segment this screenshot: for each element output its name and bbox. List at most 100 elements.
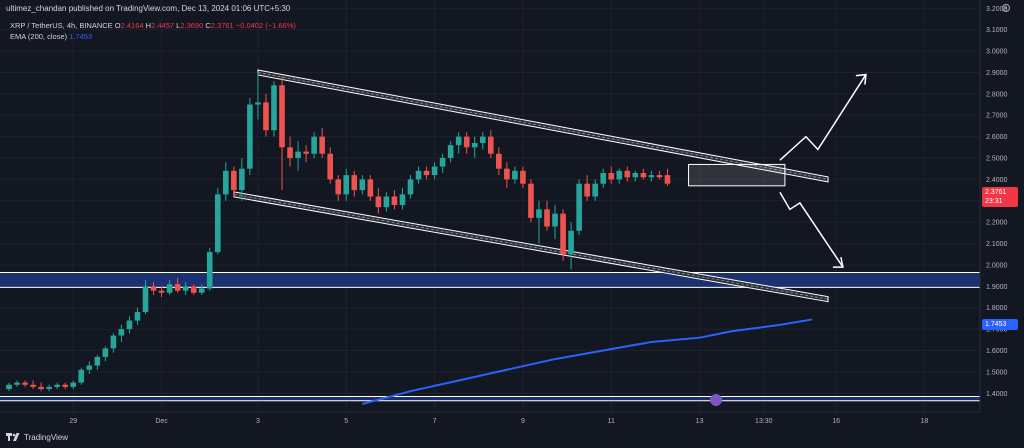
candle-body <box>471 143 478 148</box>
bearish-arrow-path <box>779 191 844 268</box>
candle-body <box>415 170 422 180</box>
tradingview-logo[interactable]: TradingView <box>6 432 68 442</box>
candle-body <box>319 136 325 154</box>
ema-200-line <box>362 318 813 405</box>
candle-body <box>94 356 101 366</box>
candle-body <box>536 209 542 218</box>
candle-body <box>158 290 165 293</box>
candle-body <box>287 147 293 159</box>
candle-body <box>431 166 438 176</box>
candle-body <box>150 286 157 291</box>
price-tick-label: 1.5000 <box>986 369 1008 376</box>
time-tick-label: 29 <box>69 418 77 425</box>
candle-body <box>223 170 229 195</box>
symbol-name[interactable]: XRP / TetherUS, 4h, BINANCE <box>10 21 113 30</box>
candle-body <box>303 151 309 154</box>
ema-legend[interactable]: EMA (200, close) 1.7453 <box>10 32 92 41</box>
price-tick-label: 2.0000 <box>986 262 1008 269</box>
price-tick-label: 1.7000 <box>986 327 1008 334</box>
candle-body <box>568 230 574 255</box>
candle-body <box>632 172 639 178</box>
candle-body <box>391 196 398 206</box>
channel-lower-line-mid <box>233 193 829 300</box>
current-price-value: 2.3761 <box>985 189 1007 196</box>
price-tick-label: 1.6000 <box>986 348 1008 355</box>
price-tick-label: 2.6000 <box>986 134 1008 141</box>
price-tick-label: 1.9000 <box>986 284 1008 291</box>
candle-body <box>463 136 470 148</box>
candle-body <box>198 288 205 293</box>
alert-icon[interactable] <box>710 394 722 406</box>
price-tick-label: 2.4000 <box>986 177 1008 184</box>
candle-body <box>263 102 269 131</box>
price-tick-label: 2.8000 <box>986 91 1008 98</box>
candle-body <box>560 213 566 255</box>
candle-body <box>70 382 77 387</box>
candle-body <box>592 183 598 197</box>
tradingview-icon <box>6 433 20 441</box>
candle-body <box>375 196 382 208</box>
candle-body <box>239 168 245 191</box>
candle-body <box>664 175 671 184</box>
publisher-line: ultimez_chandan published on TradingView… <box>6 4 291 13</box>
price-tick-label: 1.4000 <box>986 391 1008 398</box>
price-tick-label: 1.8000 <box>986 305 1008 312</box>
candle-body <box>656 175 663 178</box>
time-tick-label: 7 <box>433 418 437 425</box>
candle-body <box>311 136 317 154</box>
bottom-zone <box>0 396 980 401</box>
candle-body <box>343 175 350 195</box>
candle-body <box>134 312 141 321</box>
candle-body <box>166 284 173 293</box>
ema-line <box>362 318 813 405</box>
candle-body <box>126 320 133 330</box>
bullish-arrow-path <box>779 74 867 161</box>
consolidation-box <box>688 163 786 187</box>
projection-arrows <box>779 73 867 268</box>
candle-body <box>182 286 189 291</box>
candle-body <box>479 136 486 144</box>
current-price-tag: 2.3761 23:31 <box>982 187 1018 207</box>
time-tick-label: 16 <box>832 418 840 425</box>
candle-body <box>600 172 607 184</box>
candle-body <box>271 85 277 131</box>
candle-body <box>544 209 550 227</box>
gear-icon[interactable] <box>1000 2 1012 14</box>
ema-price-tag: 1.7453 <box>982 319 1018 330</box>
symbol-legend[interactable]: XRP / TetherUS, 4h, BINANCE O2.4164 H2.4… <box>10 21 296 30</box>
candle-body <box>351 175 358 191</box>
low-value: 2.3690 <box>180 21 204 30</box>
candle-body <box>512 170 518 180</box>
time-tick-label: 11 <box>608 418 615 425</box>
high-label: H <box>145 21 152 30</box>
candle-body <box>62 384 69 387</box>
price-tick-label: 3.1000 <box>986 27 1008 34</box>
candle-body <box>584 183 590 197</box>
change-value: −0.0402 (−1.66%) <box>235 21 296 30</box>
low-label: L <box>176 21 181 30</box>
candle-body <box>335 179 342 195</box>
candle-body <box>110 335 117 349</box>
candle-body <box>327 153 333 180</box>
time-tick-label: 3 <box>256 418 260 425</box>
candle-body <box>640 172 647 178</box>
candle-body <box>616 170 623 180</box>
candle-body <box>46 386 52 390</box>
candle-body <box>359 179 366 191</box>
candle-body <box>528 183 534 218</box>
time-axis[interactable]: 29 Dec 3 5 7 9 11 13 13:30 16 18 <box>69 418 928 425</box>
open-label: O <box>114 21 121 30</box>
ema-label[interactable]: EMA (200, close) <box>10 32 68 41</box>
candle-body <box>295 151 301 159</box>
price-tick-label: 2.7000 <box>986 113 1008 120</box>
candles <box>6 72 671 392</box>
price-tick-label: 2.2000 <box>986 220 1008 227</box>
candle-body <box>247 104 253 169</box>
candle-body <box>6 384 12 390</box>
candle-body <box>214 194 221 253</box>
open-value: 2.4164 <box>120 21 144 30</box>
candle-body <box>30 384 36 387</box>
brand-name: TradingView <box>24 432 69 442</box>
candle-body <box>38 386 44 390</box>
